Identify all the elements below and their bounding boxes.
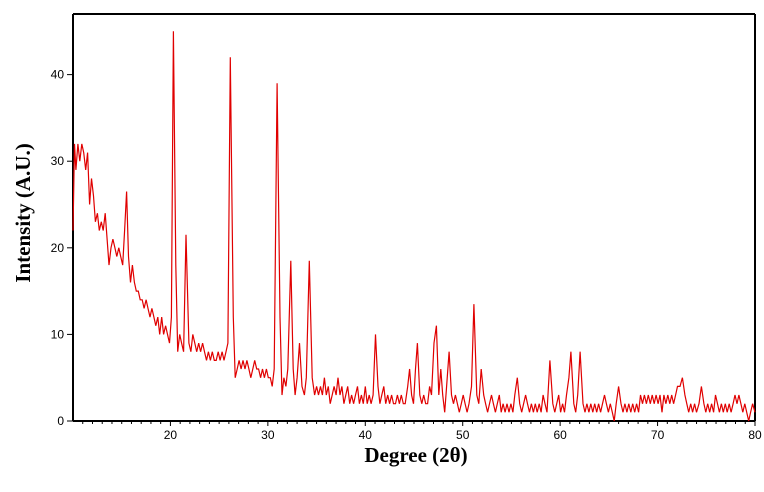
y-tick-label: 40 [51,68,65,82]
y-tick-label: 0 [57,414,64,428]
x-tick-label: 40 [359,428,373,442]
series-line [72,31,756,422]
y-tick-label: 30 [51,154,65,168]
x-tick-label: 80 [748,428,762,442]
x-tick-label: 60 [553,428,567,442]
y-tick-label: 20 [51,241,65,255]
x-axis-title: Degree (2θ) [364,443,467,467]
y-tick-label: 10 [51,327,65,341]
data-layer [72,31,756,422]
y-axis-ticks: 0 10 20 30 40 [51,68,73,428]
x-tick-label: 30 [261,428,275,442]
x-tick-label: 20 [164,428,178,442]
y-axis-title: Intensity (A.U.) [11,143,35,282]
x-tick-label: 50 [456,428,470,442]
x-tick-label: 70 [651,428,665,442]
x-axis-ticks: 20 30 40 50 60 70 80 [82,421,762,442]
